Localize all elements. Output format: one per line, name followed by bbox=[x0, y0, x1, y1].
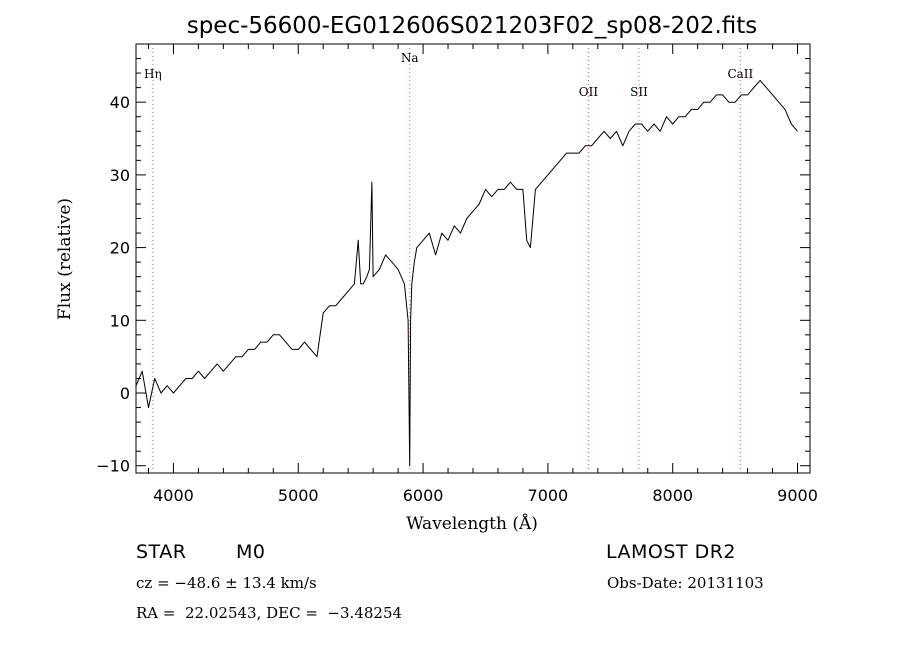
line-marker-label: Hη bbox=[144, 67, 162, 81]
line-marker-label: CaII bbox=[727, 67, 753, 81]
x-tick-label: 9000 bbox=[777, 486, 818, 505]
line-marker-label: SII bbox=[630, 85, 648, 99]
radial-velocity: cz = −48.6 ± 13.4 km/s bbox=[136, 574, 317, 592]
x-tick-label: 5000 bbox=[278, 486, 319, 505]
line-marker-label: Na bbox=[401, 51, 419, 65]
x-tick-label: 8000 bbox=[652, 486, 693, 505]
object-class: STAR bbox=[136, 541, 187, 563]
x-axis-label: Wavelength (Å) bbox=[406, 513, 538, 534]
y-tick-label: 40 bbox=[110, 93, 130, 112]
y-tick-label: 10 bbox=[110, 311, 130, 330]
spectral-subclass: M0 bbox=[236, 541, 266, 563]
plot-frame bbox=[135, 43, 811, 474]
line-marker-label: OII bbox=[579, 85, 599, 99]
chart-title: spec-56600-EG012606S021203F02_sp08-202.f… bbox=[187, 13, 758, 39]
y-tick-label: 0 bbox=[120, 384, 130, 403]
x-tick-label: 7000 bbox=[528, 486, 569, 505]
x-tick-label: 6000 bbox=[403, 486, 444, 505]
spectrum-line bbox=[135, 79, 798, 467]
y-tick-label: 20 bbox=[110, 239, 130, 258]
observation-date: Obs-Date: 20131103 bbox=[607, 574, 764, 592]
x-tick-label: 4000 bbox=[153, 486, 194, 505]
sky-coordinates: RA = 22.02543, DEC = −3.48254 bbox=[136, 604, 403, 622]
y-tick-label: −10 bbox=[96, 457, 130, 476]
y-axis-label: Flux (relative) bbox=[55, 198, 75, 320]
survey-name: LAMOST DR2 bbox=[606, 541, 736, 563]
y-tick-label: 30 bbox=[110, 166, 130, 185]
